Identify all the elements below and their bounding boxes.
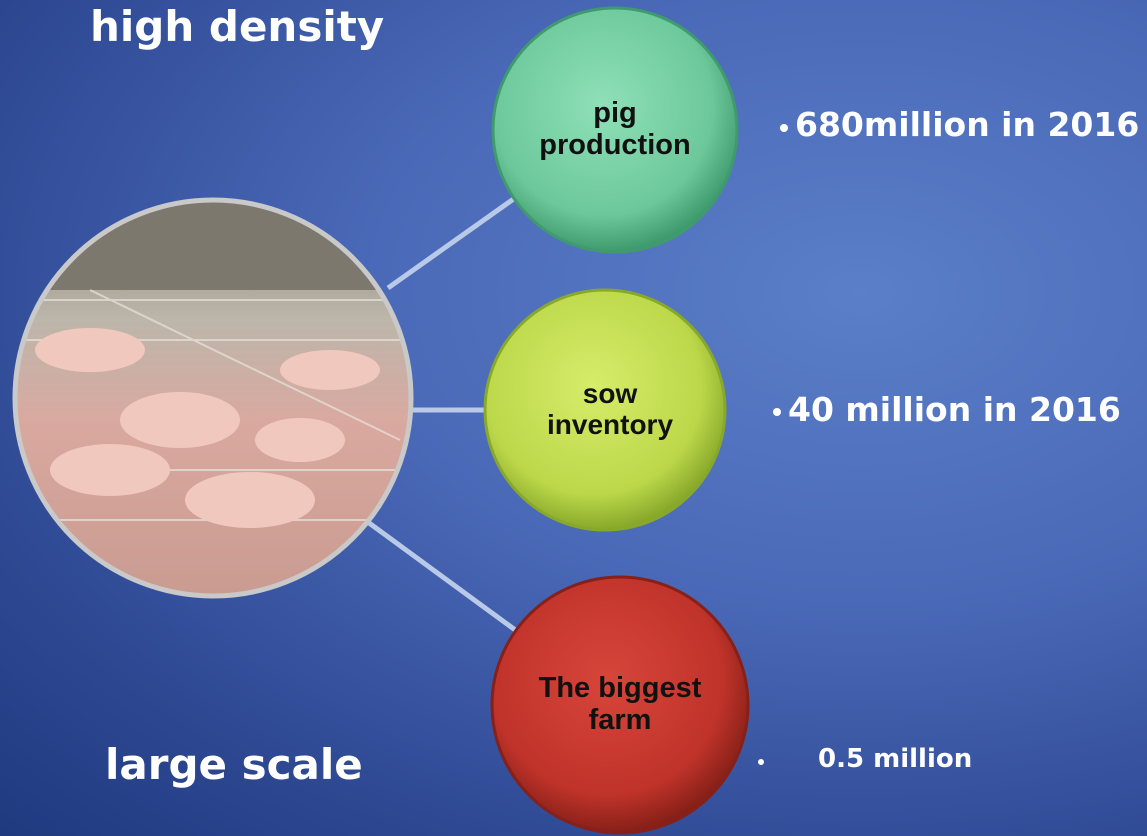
bullet [773, 408, 781, 416]
connector [365, 520, 518, 632]
page: high density large scale pig production … [0, 0, 1147, 836]
node-detail: 680million in 2016 [795, 105, 1139, 144]
node-detail: 40 million in 2016 [788, 390, 1121, 429]
slide: high density large scale pig production … [0, 0, 1147, 836]
connector [388, 193, 522, 288]
heading: large scale [105, 740, 363, 789]
node-label: sow inventory [525, 370, 695, 450]
bullet [780, 124, 788, 132]
heading: high density [90, 2, 384, 51]
node-label: The biggest farm [520, 665, 720, 745]
bullet [758, 759, 764, 765]
node-detail: 0.5 million [818, 744, 972, 774]
node-label: pig production [525, 90, 705, 170]
